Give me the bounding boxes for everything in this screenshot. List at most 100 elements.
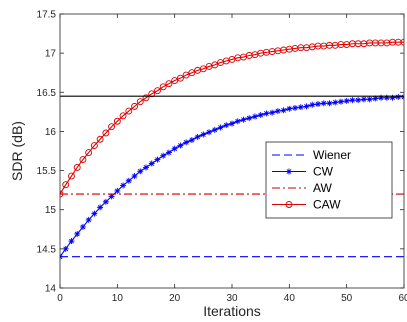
series-cw-point xyxy=(211,126,218,133)
series-caw-point xyxy=(96,135,104,143)
series-cw-point xyxy=(131,173,138,180)
x-tick-label: 30 xyxy=(226,293,238,304)
series-cw-point xyxy=(274,108,281,115)
y-tick-label: 14 xyxy=(45,284,57,295)
series-cw-point xyxy=(309,101,316,108)
series-cw-point xyxy=(297,104,304,111)
legend: Wiener CW AW CAW xyxy=(265,141,393,219)
y-tick-label: 17.5 xyxy=(37,10,57,21)
series-cw-point xyxy=(366,96,373,103)
x-tick-label: 50 xyxy=(341,293,353,304)
series-caw-point xyxy=(136,98,144,106)
series-cw-point xyxy=(337,98,344,105)
series-cw-point xyxy=(240,116,247,123)
legend-caw-marker xyxy=(285,201,293,208)
series-caw-point xyxy=(79,156,87,164)
series-cw-point xyxy=(125,177,132,184)
series-cw-point xyxy=(154,156,161,163)
legend-caw-label: CAW xyxy=(313,198,341,212)
series-caw-point xyxy=(211,61,219,69)
legend-cw-marker xyxy=(286,168,292,175)
series-cw-point xyxy=(171,145,178,152)
series-cw-point xyxy=(148,160,155,167)
x-tick-label: 20 xyxy=(169,293,181,304)
x-tick-label: 60 xyxy=(398,293,407,304)
series-cw-point xyxy=(97,204,104,211)
series-cw-point xyxy=(114,187,121,194)
series-cw-point xyxy=(292,104,299,111)
series-caw-point xyxy=(113,117,121,125)
series-cw-point xyxy=(74,230,81,237)
series-cw-point xyxy=(177,142,184,149)
x-tick-label: 40 xyxy=(284,293,296,304)
y-tick-label: 16 xyxy=(45,127,57,138)
legend-cw-label: CW xyxy=(313,165,334,179)
series-cw-point xyxy=(395,93,402,100)
series-cw-point xyxy=(355,97,362,104)
series-cw-point xyxy=(120,182,127,189)
series-caw-point xyxy=(142,94,150,102)
legend-aw-label: AW xyxy=(313,181,333,195)
series-cw-point xyxy=(269,109,276,116)
series-cw-point xyxy=(79,223,86,230)
series-cw-point xyxy=(229,120,235,127)
legend-wiener-label: Wiener xyxy=(313,148,351,162)
series-caw-point xyxy=(154,87,161,95)
series-caw-point xyxy=(60,190,64,198)
y-tick-label: 15 xyxy=(45,205,57,216)
series-cw-point xyxy=(206,129,213,136)
ticks-layer: 0 10 20 30 40 50 60 14 14.5 15 15.5 16 16.5 17 17.5 xyxy=(37,10,407,305)
series-cw-point xyxy=(223,122,230,129)
series-caw-point xyxy=(102,129,110,137)
series-cw-point xyxy=(62,245,69,252)
series-caw-point xyxy=(62,181,70,189)
series-cw-point xyxy=(286,105,293,112)
series-cw-point xyxy=(183,139,190,146)
series-cw-point xyxy=(378,94,385,101)
series-cw-point xyxy=(91,210,98,217)
series-cw-point xyxy=(360,96,367,103)
series-caw-point xyxy=(159,83,167,91)
series-cw-point xyxy=(165,149,172,156)
series-cw-point xyxy=(194,133,201,140)
series-caw-point xyxy=(182,71,190,79)
series-caw-point xyxy=(199,65,207,73)
series-cw-point xyxy=(303,103,310,110)
y-tick-label: 14.5 xyxy=(37,244,57,255)
series-cw-point xyxy=(188,137,195,144)
series-group xyxy=(60,38,404,260)
series-cw-point xyxy=(234,118,241,125)
series-caw-point xyxy=(148,90,156,98)
series-cw-point xyxy=(217,124,224,131)
series-caw-point xyxy=(165,80,173,88)
series-caw-point xyxy=(90,142,98,149)
series-caw-point xyxy=(68,172,75,180)
series-cw-point xyxy=(315,101,321,108)
y-tick-label: 15.5 xyxy=(37,166,57,177)
series-caw-point xyxy=(131,102,138,110)
series-cw-point xyxy=(383,94,390,101)
x-axis-title: Iterations xyxy=(203,303,261,319)
series-cw-point xyxy=(372,95,379,102)
series-cw-point xyxy=(143,164,149,171)
series-cw-point xyxy=(263,110,270,117)
series-cw-point xyxy=(200,131,207,138)
series-cw-point xyxy=(332,99,339,106)
series-caw-point xyxy=(176,74,184,82)
series-caw-line xyxy=(60,41,404,195)
series-cw-point xyxy=(326,100,333,107)
x-tick-label: 0 xyxy=(57,293,63,304)
series-caw-point xyxy=(171,77,179,84)
series-cw-point xyxy=(246,115,253,122)
series-cw-point xyxy=(160,152,167,159)
y-tick-label: 17 xyxy=(45,49,57,60)
series-cw-point xyxy=(137,168,144,175)
series-caw-point xyxy=(108,123,116,131)
series-cw-point xyxy=(320,100,327,107)
series-cw-point xyxy=(85,216,92,223)
series-cw-point xyxy=(102,198,109,205)
series-cw-point xyxy=(389,94,396,101)
series-cw-point xyxy=(108,193,115,200)
series-caw-point xyxy=(188,69,196,77)
series-caw-point xyxy=(85,149,93,157)
